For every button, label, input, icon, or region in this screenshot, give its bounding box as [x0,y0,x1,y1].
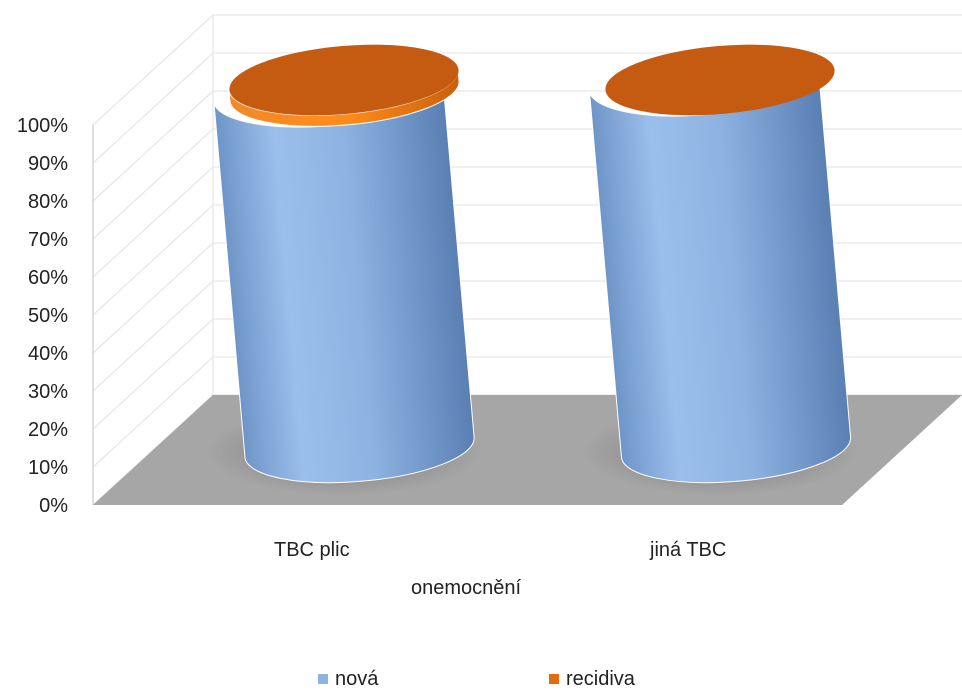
x-axis: TBC plic jiná TBC [274,539,726,561]
bars [204,44,860,496]
legend-label: recidiva [566,668,636,690]
bar-segment-nova [213,81,475,484]
y-tick-label: 90% [28,153,68,175]
bar-group [204,44,484,496]
x-tick-label: TBC plic [274,539,350,561]
y-tick-label: 80% [28,191,68,213]
x-tick-label: jiná TBC [649,539,726,561]
bar-top-cap [605,44,835,116]
legend-swatch [549,674,559,684]
y-tick-label: 20% [28,419,68,441]
legend-label: nová [335,668,379,690]
legend: nová recidiva [318,668,636,690]
x-axis-title: onemocnění [411,577,522,599]
y-tick-label: 40% [28,343,68,365]
legend-swatch [318,674,328,684]
y-tick-label: 0% [39,495,68,517]
bar-group [580,44,860,496]
bar-segment-nova [588,70,852,484]
y-tick-label: 30% [28,381,68,403]
y-tick-label: 50% [28,305,68,327]
y-tick-label: 100% [17,115,68,137]
bar-top-cap [229,44,459,116]
y-tick-label: 60% [28,267,68,289]
y-tick-label: 10% [28,457,68,479]
y-tick-label: 70% [28,229,68,251]
y-axis: 0% 10% 20% 30% 40% 50% 60% 70% 80% 90% 100% [17,115,94,517]
